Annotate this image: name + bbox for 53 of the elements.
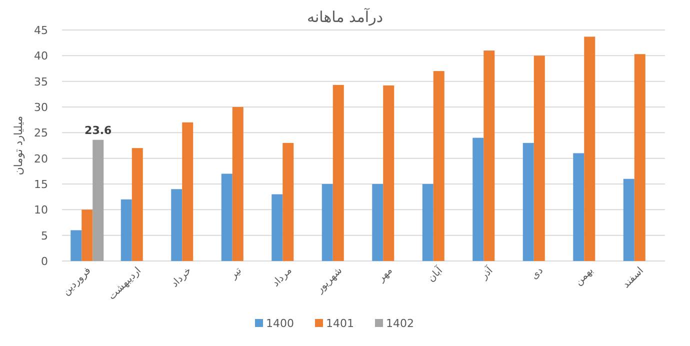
bar — [623, 178, 634, 261]
bar — [132, 148, 143, 261]
bar — [422, 184, 434, 261]
bar — [573, 153, 584, 261]
y-tick-label: 0 — [41, 255, 48, 268]
y-axis-title: میلیارد تومان — [12, 116, 25, 176]
y-tick-label: 35 — [34, 75, 48, 88]
x-tick-label: آبان — [424, 263, 446, 284]
legend-label: 1401 — [326, 317, 354, 330]
bar — [472, 138, 484, 261]
y-tick-label: 30 — [34, 101, 48, 114]
bar — [182, 122, 194, 261]
bar — [372, 184, 384, 261]
y-tick-label: 40 — [34, 50, 48, 63]
bar — [70, 230, 82, 261]
bar — [282, 142, 294, 261]
y-tick-label: 5 — [41, 229, 48, 242]
bar — [484, 50, 495, 261]
x-tick-label: مرداد — [270, 265, 294, 290]
bar — [584, 36, 596, 261]
bar — [634, 54, 646, 261]
x-tick-label: آذر — [476, 263, 496, 282]
bar — [272, 194, 283, 261]
bar — [322, 184, 333, 261]
y-tick-label: 20 — [34, 152, 48, 166]
legend-label: 1400 — [266, 317, 294, 330]
y-tick-label: 25 — [34, 126, 48, 140]
x-tick-label: شهریور — [314, 265, 344, 296]
bar — [120, 199, 132, 261]
bar — [221, 174, 232, 261]
y-tick-label: 10 — [34, 204, 48, 217]
bar — [171, 189, 182, 261]
x-tick-label: دی — [529, 265, 546, 282]
x-tick-label: تیر — [228, 265, 244, 282]
bar — [92, 140, 104, 261]
bar — [383, 85, 394, 261]
x-tick-label: اسفند — [620, 265, 646, 290]
bar — [522, 142, 534, 261]
bar — [232, 107, 244, 261]
x-tick-label: اردیبهشت — [106, 265, 144, 302]
chart-title: درآمد ماهانه — [306, 7, 384, 26]
x-tick-label: مهر — [375, 265, 395, 285]
y-tick-label: 45 — [34, 24, 48, 37]
x-tick-label: بهمن — [573, 265, 596, 288]
y-tick-label: 15 — [34, 178, 48, 191]
bar — [433, 71, 444, 261]
x-tick-label: خرداد — [169, 265, 194, 290]
x-tick-label: فروردین — [60, 265, 94, 298]
legend-label: 1402 — [386, 317, 414, 330]
bar — [332, 84, 344, 261]
data-label: 23.6 — [84, 124, 112, 137]
bar — [82, 210, 93, 261]
bar — [534, 56, 545, 261]
